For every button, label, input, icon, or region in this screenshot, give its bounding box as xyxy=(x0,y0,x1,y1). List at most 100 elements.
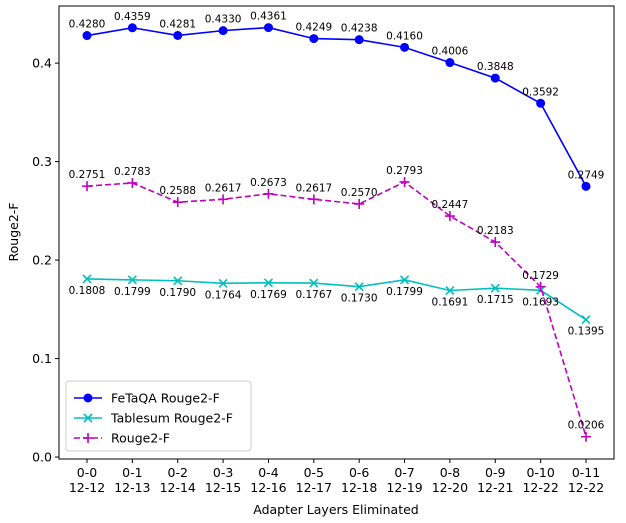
x-tick-label: 12-20 xyxy=(432,480,468,495)
data-point xyxy=(354,35,364,45)
series-line xyxy=(86,181,587,437)
x-tick-label: 0-10 xyxy=(526,465,554,480)
y-tick-label: 0.2 xyxy=(32,253,52,268)
data-label: 0.4006 xyxy=(432,46,469,58)
data-point xyxy=(490,283,500,293)
data-point xyxy=(399,275,410,285)
data-point xyxy=(263,278,274,288)
x-tick-label: 0-4 xyxy=(258,465,278,480)
data-label: 0.2751 xyxy=(69,169,106,181)
data-label: 0.4361 xyxy=(250,11,287,23)
data-point xyxy=(354,282,364,292)
data-point xyxy=(490,237,501,248)
axes-frame xyxy=(58,5,615,460)
x-tick-label: 12-17 xyxy=(296,480,332,495)
data-point xyxy=(445,58,455,68)
y-axis: 0.0 0.1 0.2 0.3 0.4 xyxy=(32,56,59,465)
data-point xyxy=(400,42,410,52)
data-label: 0.3848 xyxy=(477,61,514,73)
legend-marker xyxy=(83,413,93,423)
data-point xyxy=(399,176,410,187)
y-tick-label: 0.0 xyxy=(32,450,52,465)
data-label: 0.1808 xyxy=(69,285,106,297)
x-axis: 0-012-12 0-112-13 0-212-14 0-312-15 0-412-16… xyxy=(69,459,604,495)
legend-marker xyxy=(83,393,93,403)
x-tick-label: 12-22 xyxy=(568,480,604,495)
data-label: 0.2570 xyxy=(341,187,378,199)
x-tick-label: 0-0 xyxy=(77,465,97,480)
data-point xyxy=(127,23,137,33)
data-label: 0.2617 xyxy=(295,182,332,194)
x-tick-label: 12-16 xyxy=(250,480,286,495)
x-tick-label: 12-13 xyxy=(114,480,150,495)
data-point xyxy=(535,281,546,292)
series-1: 0.4280 0.4359 0.4281 0.4330 0.4361 0.4249 0.42… xyxy=(69,11,605,191)
y-tick-label: 0.4 xyxy=(32,56,52,71)
y-tick-label: 0.3 xyxy=(32,154,52,169)
x-tick-label: 0-7 xyxy=(394,465,414,480)
data-point xyxy=(309,34,319,44)
data-label: 0.0206 xyxy=(568,420,605,432)
x-tick-label: 12-12 xyxy=(69,480,105,495)
data-label: 0.3592 xyxy=(522,86,559,98)
x-tick-label: 12-21 xyxy=(477,480,513,495)
data-point xyxy=(581,431,591,442)
y-axis-label: Rouge2-F xyxy=(6,203,21,262)
data-label: 0.2183 xyxy=(477,225,514,237)
data-label: 0.4280 xyxy=(69,19,106,31)
x-tick-label: 0-9 xyxy=(485,465,505,480)
data-label: 0.4160 xyxy=(386,30,423,42)
data-point xyxy=(581,181,591,191)
data-point xyxy=(218,278,228,288)
x-tick-label: 12-18 xyxy=(341,480,377,495)
data-label: 0.1691 xyxy=(432,297,469,309)
data-label: 0.1693 xyxy=(522,296,559,308)
data-label: 0.4249 xyxy=(295,22,332,34)
legend: FeTaQA Rouge2-F Tablesum Rouge2-F Rouge2-F xyxy=(65,380,252,452)
data-point xyxy=(173,276,183,286)
data-label: 0.4330 xyxy=(205,14,242,26)
data-point xyxy=(82,274,92,284)
data-point xyxy=(218,26,228,36)
data-label: 0.1799 xyxy=(386,286,423,298)
x-tick-label: 0-6 xyxy=(349,465,369,480)
legend-label: Rouge2-F xyxy=(111,431,170,446)
x-tick-label: 0-3 xyxy=(213,465,233,480)
data-label: 0.1769 xyxy=(250,289,287,301)
x-tick-label: 12-14 xyxy=(160,480,196,495)
data-label: 0.2749 xyxy=(568,169,605,181)
data-point xyxy=(218,194,229,205)
data-point xyxy=(309,278,319,288)
data-label: 0.4238 xyxy=(341,23,378,35)
data-point xyxy=(308,194,319,205)
data-label: 0.1790 xyxy=(159,287,196,299)
data-point xyxy=(263,23,273,33)
data-label: 0.2447 xyxy=(432,199,469,211)
data-label: 0.2793 xyxy=(386,165,423,177)
data-point xyxy=(82,181,92,192)
legend-entry: Tablesum Rouge2-F xyxy=(74,411,233,426)
data-label: 0.1395 xyxy=(568,326,605,338)
data-label: 0.1715 xyxy=(477,294,514,306)
data-label: 0.2588 xyxy=(159,185,196,197)
data-label: 0.4359 xyxy=(114,11,151,23)
x-axis-label: Adapter Layers Eliminated xyxy=(253,502,419,517)
legend-label: Tablesum Rouge2-F xyxy=(110,411,233,426)
data-point xyxy=(172,197,183,208)
x-tick-label: 12-15 xyxy=(205,480,241,495)
legend-marker xyxy=(83,433,93,443)
data-point xyxy=(82,31,92,41)
data-point xyxy=(536,98,546,108)
x-tick-label: 12-19 xyxy=(386,480,422,495)
data-point xyxy=(127,275,137,285)
plot-area: 0.4280 0.4359 0.4281 0.4330 0.4361 0.4249 0.42… xyxy=(69,11,605,442)
data-label: 0.2783 xyxy=(114,166,151,178)
series-2: 0.1808 0.1799 0.1790 0.1764 0.1769 0.1767 0.17… xyxy=(69,274,605,338)
data-point xyxy=(354,198,365,209)
x-tick-label: 0-2 xyxy=(168,465,188,480)
x-tick-label: 0-1 xyxy=(122,465,142,480)
x-tick-label: 12-22 xyxy=(522,480,558,495)
legend-entry: Rouge2-F xyxy=(74,431,170,446)
data-label: 0.1729 xyxy=(522,270,559,282)
